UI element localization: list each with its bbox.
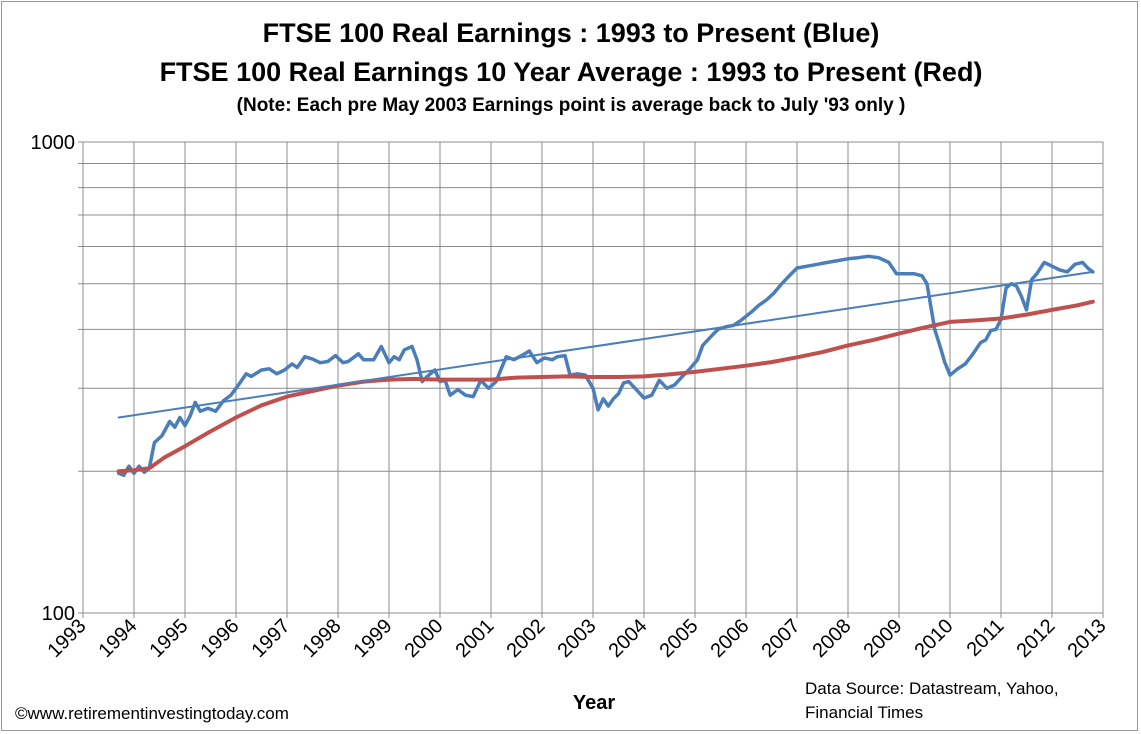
x-tick-label: 1998 xyxy=(299,615,346,662)
x-tick-label: 2010 xyxy=(911,615,958,662)
x-tick-label: 2008 xyxy=(809,615,856,662)
series-line-10yr-average xyxy=(116,299,1095,474)
y-tick-label: 1000 xyxy=(31,132,76,154)
footer-source-line-1: Data Source: Datastream, Yahoo, xyxy=(805,679,1059,698)
series-layer xyxy=(116,254,1095,478)
x-tick-label: 2007 xyxy=(758,615,805,662)
x-tick-label: 2002 xyxy=(503,615,550,662)
x-tick-label: 2005 xyxy=(656,615,703,662)
x-tick-label: 1996 xyxy=(197,615,244,662)
x-tick-label: 2013 xyxy=(1064,615,1111,662)
y-axis-labels: 100 1000 xyxy=(31,132,76,625)
x-tick-label: 1995 xyxy=(146,615,193,662)
x-tick-label: 2003 xyxy=(554,615,601,662)
chart-title-line-2: FTSE 100 Real Earnings 10 Year Average :… xyxy=(160,57,983,87)
x-tick-label: 2009 xyxy=(860,615,907,662)
y-tick-label: 100 xyxy=(42,603,75,625)
x-tick-label: 1999 xyxy=(350,615,397,662)
x-tick-label: 2000 xyxy=(401,615,448,662)
x-axis-labels: 1993 1994 1995 1996 1997 1998 1999 2000 2001 2002… xyxy=(44,615,1111,662)
footer-copyright: ©www.retirementinvestingtoday.com xyxy=(15,704,289,723)
x-tick-label: 2006 xyxy=(707,615,754,662)
x-tick-label: 2001 xyxy=(452,615,499,662)
x-tick-label: 1994 xyxy=(95,615,142,662)
chart-title-line-1: FTSE 100 Real Earnings : 1993 to Present… xyxy=(263,18,880,48)
footer-source-line-2: Financial Times xyxy=(805,703,923,722)
x-tick-label: 2011 xyxy=(963,615,1009,661)
x-axis-title: Year xyxy=(573,692,615,714)
x-tick-label: 1997 xyxy=(248,615,295,662)
series-line-trend xyxy=(117,270,1094,419)
series-line-real-earnings xyxy=(116,254,1095,478)
x-tick-label: 2004 xyxy=(605,615,652,662)
grid-layer xyxy=(78,141,1104,618)
x-tick-label: 2012 xyxy=(1013,615,1060,662)
chart-title-note: (Note: Each pre May 2003 Earnings point … xyxy=(237,95,906,116)
